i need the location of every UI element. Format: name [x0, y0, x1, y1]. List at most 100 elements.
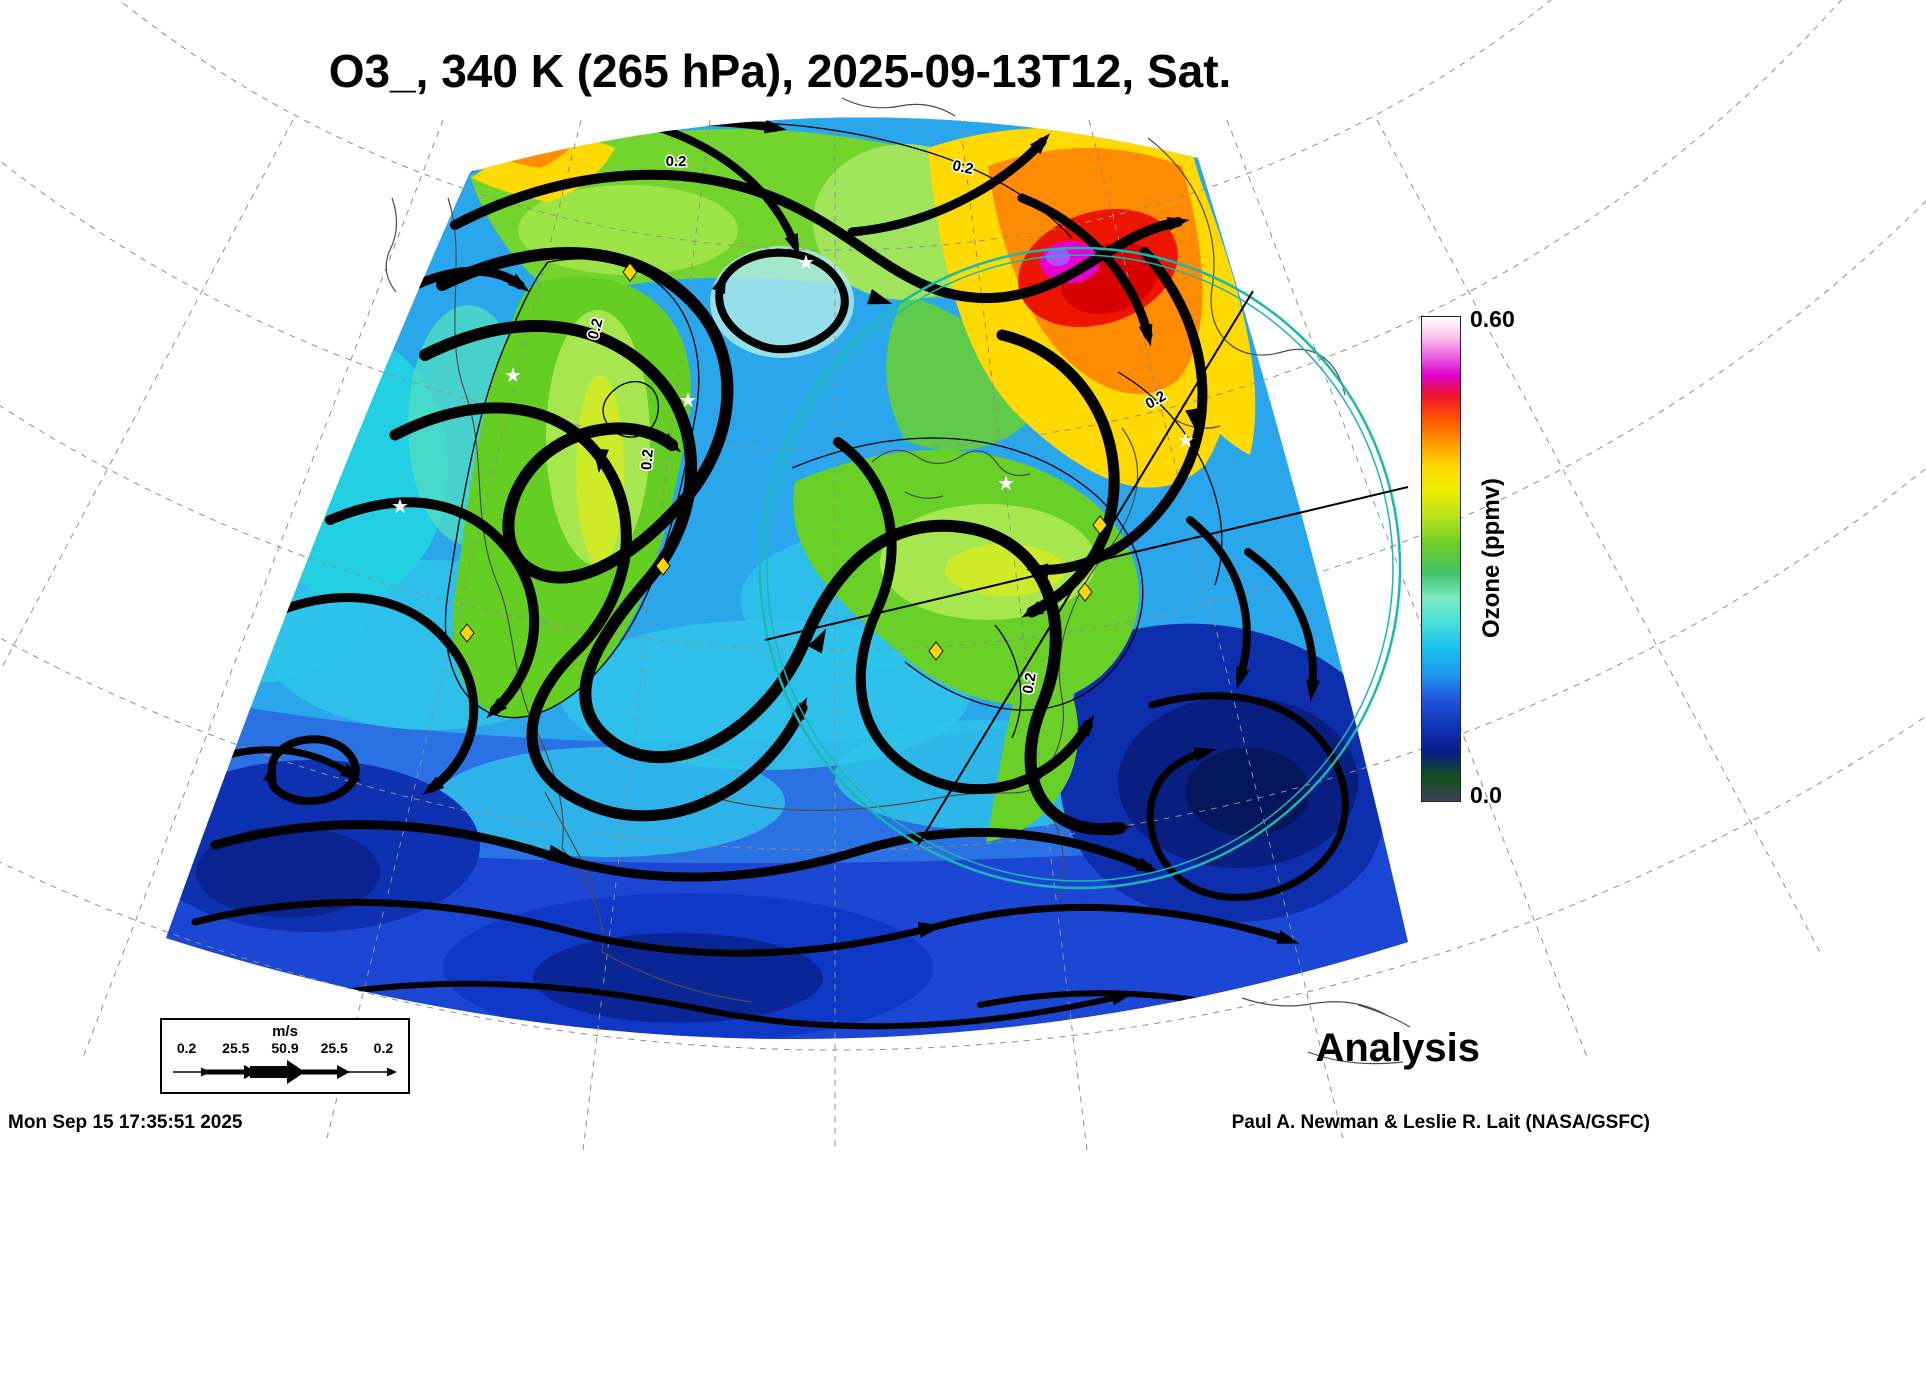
streamline: [389, 402, 808, 822]
ozone-contour: [444, 258, 700, 719]
wind-arrow-scale: [173, 1060, 397, 1084]
fill-navy-core2: [1186, 748, 1310, 836]
streamline-arrowhead-icon: [547, 844, 573, 861]
wind-arrowhead-icon: [387, 1067, 397, 1077]
coastline: [385, 197, 398, 293]
cross-section-line: [764, 486, 1409, 641]
star-marker-icon: ★: [797, 252, 815, 274]
streamline: [833, 437, 1095, 795]
graticule-meridian: [1376, 119, 1822, 955]
graticule-meridian: [959, 119, 1088, 1151]
wind-arrowhead-icon: [244, 1065, 257, 1079]
streamline-arrowhead-icon: [592, 448, 609, 473]
colorbar-gradient: [1421, 316, 1461, 802]
contour-label: 0.2: [951, 157, 975, 178]
coastline: [904, 491, 944, 499]
streamline: [1146, 692, 1349, 901]
star-marker-icon: ★: [679, 390, 697, 412]
streamline: [210, 820, 1159, 882]
coastline: [1031, 427, 1139, 789]
fill-yellowgreen: [945, 544, 1065, 596]
fill-green-connector: [886, 295, 1030, 451]
streamline: [436, 247, 734, 584]
star-marker-icon: ★: [1177, 430, 1195, 452]
contour-label: 0.2: [638, 448, 657, 470]
streamline: [1017, 193, 1153, 347]
diamond-marker-icon: [1077, 582, 1093, 602]
colorbar-max-label: 0.60: [1470, 306, 1515, 332]
wind-tick-labels: 0.2 25.5 50.9 25.5 0.2: [162, 1040, 408, 1056]
coastline: [447, 197, 564, 849]
streamline: [711, 248, 849, 354]
star-marker-icon: ★: [997, 473, 1015, 495]
star-marker-icon: ★: [391, 496, 409, 518]
fill-pale-eddy: [710, 246, 854, 358]
diamond-marker-icon: [622, 262, 638, 282]
streamline: [847, 133, 1051, 237]
credit: Paul A. Newman & Leslie R. Lait (NASA/GS…: [1231, 1112, 1650, 1133]
diamond-marker-icon: [655, 556, 671, 576]
diamond-marker-icon: [459, 623, 475, 643]
contour-label: 0.2: [666, 153, 687, 170]
streamline: [285, 980, 1134, 1030]
colorbar-min-label: 0.0: [1470, 782, 1502, 808]
wind-speed-legend: m/s 0.2 25.5 50.9 25.5 0.2: [160, 1018, 410, 1094]
colorbar-axis-label: Ozone (ppmv): [1478, 478, 1505, 638]
wind-arrowhead-icon: [337, 1065, 350, 1079]
streamline-layer: [191, 117, 1349, 1075]
streamline-arrowhead-icon: [807, 628, 827, 654]
streamline: [263, 735, 360, 806]
cross-section-line: [917, 290, 1254, 846]
fill-violet: [1046, 248, 1070, 266]
coastline: [871, 449, 1031, 477]
streamline: [191, 898, 1300, 957]
ozone-contour: [994, 624, 1022, 739]
wind-tick: 0.2: [176, 1040, 197, 1056]
wind-tick: 25.5: [222, 1040, 250, 1056]
streamline: [370, 1054, 770, 1075]
coastline: [1241, 997, 1389, 1017]
overlay-geometry: [758, 246, 1409, 890]
streamline: [325, 497, 540, 719]
coastline: [544, 791, 596, 889]
coastline: [704, 787, 1033, 811]
timestamp: Mon Sep 15 17:35:51 2025: [8, 1112, 243, 1133]
coastline: [1357, 1004, 1411, 1028]
plot-title: O3_, 340 K (265 hPa), 2025-09-13T12, Sat…: [328, 45, 1232, 97]
streamline-arrowhead-icon: [867, 288, 893, 305]
fill-tip-red: [494, 117, 568, 156]
streamline: [996, 329, 1120, 618]
fill-dark-bottom2: [533, 933, 823, 1023]
streamline: [450, 169, 1190, 304]
fill-dark-bl2: [196, 826, 380, 918]
wind-tick: 50.9: [271, 1040, 299, 1056]
star-marker-icon: ★: [504, 365, 522, 387]
wind-arrowhead-icon: [287, 1060, 305, 1084]
analysis-label: Analysis: [1315, 1026, 1480, 1070]
wind-tick: 0.2: [373, 1040, 394, 1056]
streamline: [419, 320, 1132, 837]
range-circle-inner: [766, 254, 1394, 882]
contour-label: 0.2: [1019, 671, 1039, 694]
graticule-layer: [0, 0, 1926, 1151]
diamond-marker-icon: [928, 641, 944, 661]
coastline: [1307, 1051, 1404, 1065]
city-markers: ★ ★ ★ ★ ★ ★: [391, 252, 1195, 518]
station-markers: [459, 262, 1108, 661]
ozone-contour: [791, 437, 1144, 711]
streamline-arrowhead-icon: [917, 922, 943, 938]
streamline-arrowhead-icon: [1185, 407, 1201, 433]
streamline: [1244, 548, 1321, 702]
coastline: [841, 97, 956, 117]
coastline: [601, 951, 753, 1003]
wind-tick: 25.5: [320, 1040, 348, 1056]
graticule-meridian: [0, 119, 294, 672]
wind-arrowhead-icon: [201, 1067, 211, 1077]
ozone-fill-layer: [166, 117, 1408, 1040]
range-circle: [758, 246, 1402, 890]
streamline: [277, 593, 479, 796]
streamline: [1026, 247, 1208, 578]
diamond-marker-icon: [1092, 515, 1108, 535]
